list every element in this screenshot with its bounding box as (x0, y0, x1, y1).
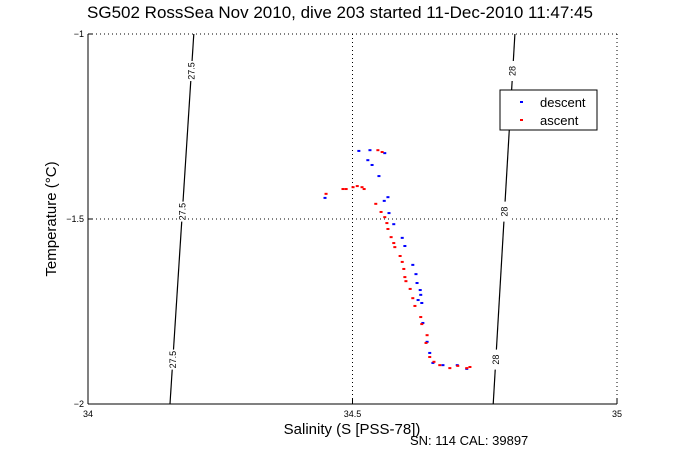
y-tick-label: −1.5 (66, 214, 84, 224)
descent-point (418, 289, 422, 292)
ascent-point (411, 297, 415, 300)
x-axis-label: Salinity (S [PSS-78]) (284, 421, 421, 438)
descent-point (368, 149, 372, 152)
descent-point (383, 152, 387, 155)
ascent-point (389, 236, 393, 239)
descent-point (411, 263, 415, 266)
descent-point (441, 364, 445, 367)
descent-legend-label: descent (540, 95, 586, 110)
isopycnal-label-bg (167, 349, 178, 370)
ascent-point (324, 192, 328, 195)
ascent-point (398, 255, 402, 257)
descent-point (416, 299, 420, 302)
ascent-point (355, 185, 359, 188)
descent-point (386, 196, 390, 199)
isopycnal-label-bg (177, 201, 188, 222)
ascent-point (468, 366, 472, 368)
chart-title: SG502 RossSea Nov 2010, dive 203 started… (87, 3, 593, 22)
ascent-point (376, 149, 380, 152)
isopycnal-label-bg (186, 61, 197, 81)
isopycnal-label: 28 (499, 207, 509, 217)
ascent-point (408, 287, 412, 290)
ascent-point (380, 151, 384, 154)
ascent-point (402, 267, 406, 270)
descent-point (425, 340, 429, 343)
ascent-point (465, 367, 469, 370)
isopycnal-label-bg (507, 61, 518, 81)
descent-point (431, 361, 435, 364)
ascent-point (438, 364, 442, 367)
x-tick-label: 34 (83, 409, 93, 419)
isopycnal-label: 27.5 (186, 62, 196, 80)
ascent-point (383, 216, 387, 219)
ascent-point (428, 356, 432, 359)
isopycnal-label: 28 (508, 66, 518, 76)
descent-point (323, 196, 327, 199)
descent-legend-marker (520, 101, 523, 103)
x-tick-label: 35 (612, 409, 622, 419)
ascent-point (341, 188, 345, 191)
descent-point (420, 301, 424, 304)
legend-box (499, 89, 598, 131)
ascent-point (432, 360, 436, 363)
ascent-point (393, 246, 397, 249)
descent-point (366, 159, 370, 162)
descent-point (357, 149, 361, 152)
y-tick-label: −2 (74, 399, 84, 409)
ascent-point (448, 367, 452, 370)
y-axis-label: Temperature (°C) (43, 161, 60, 276)
legend: descent ascent (499, 89, 598, 131)
ascent-point (392, 242, 396, 245)
ascent-point (403, 276, 407, 279)
footer-serial-cal: SN: 114 CAL: 39897 (410, 433, 528, 448)
descent-point (414, 273, 418, 276)
descent-point (387, 212, 391, 215)
ascent-legend-label: ascent (540, 113, 579, 128)
ascent-point (386, 227, 390, 230)
y-tick-label: −1 (74, 29, 84, 39)
isopycnal-label: 27.5 (177, 203, 187, 221)
descent-point (392, 223, 396, 226)
ascent-point (425, 334, 429, 337)
isopycnal-label: 28 (491, 355, 501, 365)
ascent-point (456, 364, 460, 367)
x-tick-label: 34.5 (344, 409, 362, 419)
descent-point (415, 282, 419, 285)
ascent-legend-marker (520, 119, 523, 121)
ascent-point (379, 210, 383, 213)
ascent-point (362, 188, 366, 191)
descent-point (400, 236, 404, 239)
isopycnal-label-bg (490, 349, 501, 370)
isopycnal-label: 27.5 (168, 351, 178, 369)
ascent-point (385, 222, 389, 225)
ascent-point (413, 304, 417, 307)
descent-point (421, 321, 425, 324)
descent-point (382, 199, 386, 202)
isopycnal-label-bg (499, 201, 510, 222)
descent-point (403, 245, 407, 248)
ascent-point (344, 188, 348, 191)
ascent-point (374, 202, 378, 205)
ascent-point (360, 186, 364, 189)
ascent-point (424, 341, 428, 344)
ascent-point (419, 316, 423, 319)
descent-point (377, 175, 381, 178)
ascent-point (420, 323, 424, 326)
descent-point (370, 163, 374, 166)
ascent-point (351, 186, 355, 189)
descent-point (428, 351, 432, 354)
ascent-point (400, 260, 404, 263)
descent-point (419, 293, 423, 296)
ascent-point (404, 280, 408, 283)
